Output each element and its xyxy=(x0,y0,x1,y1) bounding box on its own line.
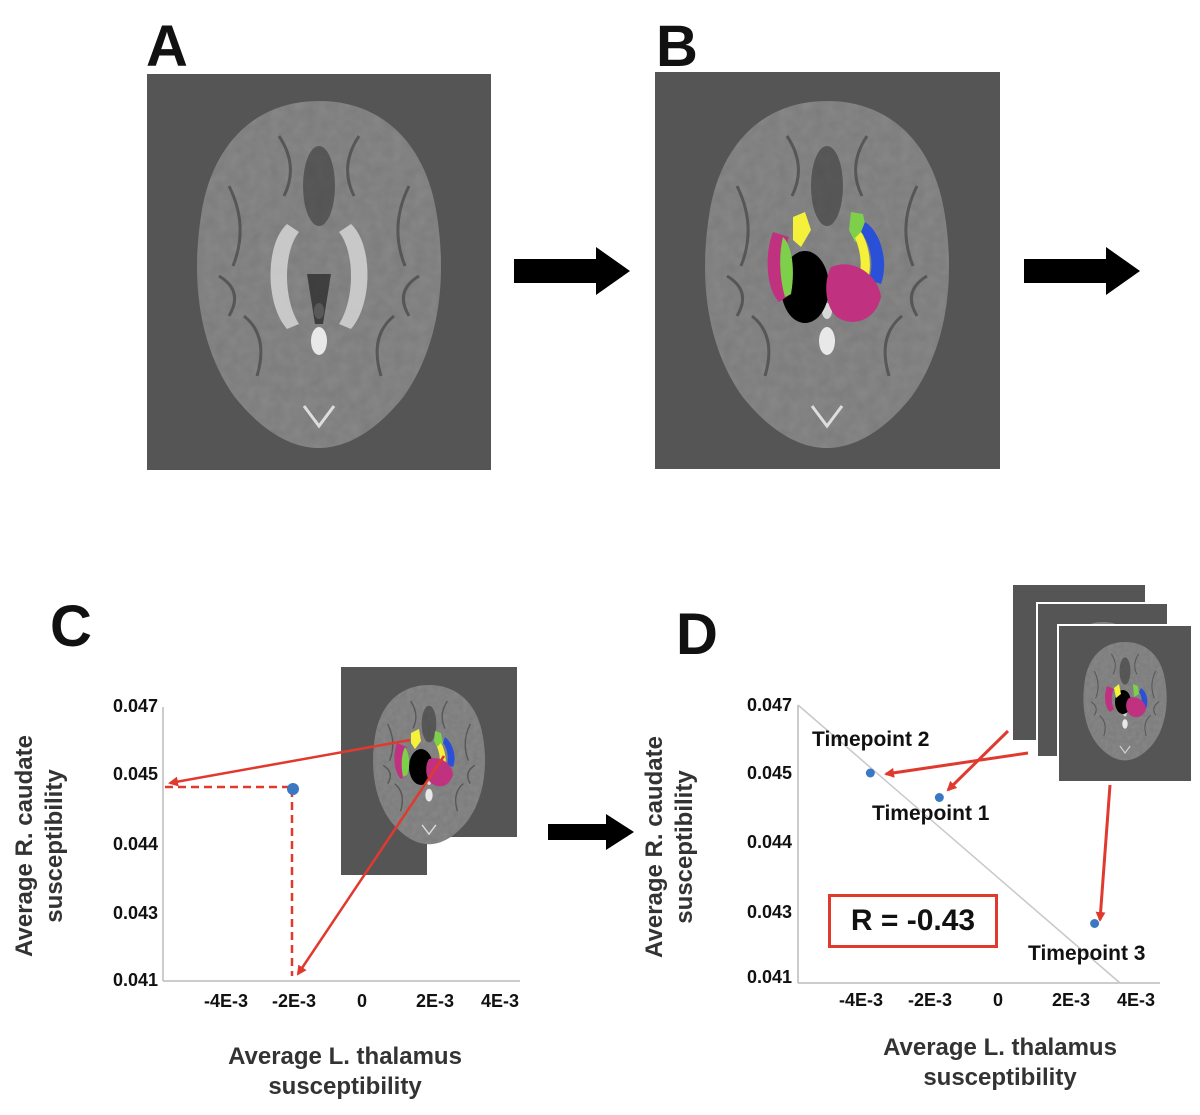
x-tick-label: 2E-3 xyxy=(415,991,455,1011)
segmented-scan-image-b xyxy=(655,72,1000,469)
chart-c-x-axis-title: Average L. thalamus susceptibility xyxy=(228,1043,462,1100)
y-tick-label: 0.045 xyxy=(746,763,792,783)
y-tick-label: 0.047 xyxy=(112,696,158,716)
panel-letter-b: B xyxy=(656,14,698,79)
y-tick-label: 0.044 xyxy=(746,832,792,852)
annotation-arrow-thalamus xyxy=(296,755,446,976)
correlation-box: R = -0.43 xyxy=(828,894,998,948)
timepoint-3-point xyxy=(1090,919,1100,928)
y-tick-label: 0.043 xyxy=(112,903,158,923)
x-tick-label: 2E-3 xyxy=(1051,990,1091,1010)
y-tick-label: 0.044 xyxy=(112,834,158,854)
annotation-arrow-timepoint-3 xyxy=(1095,784,1112,922)
right-arrow-icon xyxy=(1024,247,1140,295)
scan-inset-c xyxy=(341,667,517,875)
chart-d-x-axis-title: Average L. thalamus susceptibility xyxy=(883,1034,1117,1091)
chart-c-y-axis-title: Average R. caudate susceptibility xyxy=(11,735,68,957)
x-tick-label: -4E-3 xyxy=(838,990,883,1010)
timepoint-3-label: Timepoint 3 xyxy=(1028,942,1146,965)
timepoint-1-label: Timepoint 1 xyxy=(872,802,990,825)
trend-line-d xyxy=(797,704,1121,984)
y-tick-label: 0.041 xyxy=(112,970,158,990)
scan-image-a xyxy=(147,74,491,470)
y-tick-label: 0.045 xyxy=(112,764,158,784)
x-tick-label: 4E-3 xyxy=(1116,990,1156,1010)
annotation-arrow-timepoint-2 xyxy=(884,751,1029,778)
panel-letter-d: D xyxy=(676,602,718,667)
correlation-value: R = -0.43 xyxy=(850,904,976,937)
panel-letter-c: C xyxy=(50,594,92,659)
right-arrow-icon xyxy=(548,814,634,850)
timepoint-1-point xyxy=(934,793,944,802)
x-tick-label: 4E-3 xyxy=(480,991,520,1011)
x-tick-label: -2E-3 xyxy=(271,991,316,1011)
scan-stack-front xyxy=(1057,624,1193,783)
x-tick-label: -2E-3 xyxy=(907,990,952,1010)
x-tick-label: 0 xyxy=(356,991,367,1011)
y-tick-label: 0.041 xyxy=(746,967,792,987)
right-arrow-icon xyxy=(514,247,630,295)
y-tick-label: 0.047 xyxy=(746,695,792,715)
timepoint-2-point xyxy=(865,768,875,778)
annotation-arrow-caudate xyxy=(168,738,411,787)
chart-d-y-axis-title: Average R. caudate susceptibility xyxy=(641,736,698,958)
y-tick-label: 0.043 xyxy=(746,902,792,922)
x-tick-label: -4E-3 xyxy=(203,991,248,1011)
timepoint-2-label: Timepoint 2 xyxy=(812,728,930,751)
annotation-arrow-timepoint-1 xyxy=(946,729,1010,792)
panel-letter-a: A xyxy=(146,14,188,79)
x-tick-label: 0 xyxy=(992,990,1003,1010)
data-point xyxy=(287,783,299,795)
